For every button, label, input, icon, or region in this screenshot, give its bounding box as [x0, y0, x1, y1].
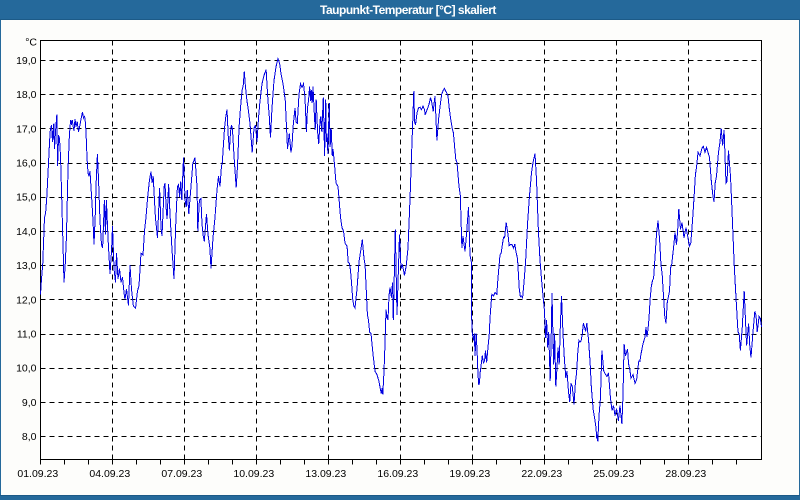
svg-text:16.09.23: 16.09.23: [377, 468, 418, 480]
svg-text:25.09.23: 25.09.23: [593, 468, 634, 480]
svg-text:22.09.23: 22.09.23: [521, 468, 562, 480]
svg-text:°C: °C: [25, 37, 37, 49]
svg-text:14,0: 14,0: [16, 226, 37, 238]
svg-text:19.09.23: 19.09.23: [449, 468, 490, 480]
svg-text:10,0: 10,0: [16, 363, 37, 375]
svg-text:07.09.23: 07.09.23: [161, 468, 202, 480]
svg-text:Taupunkt-Temperatur [°C] skali: Taupunkt-Temperatur [°C] skaliert: [320, 3, 496, 17]
svg-text:11,0: 11,0: [17, 329, 37, 341]
svg-text:10.09.23: 10.09.23: [233, 468, 274, 480]
svg-text:12,0: 12,0: [16, 294, 37, 306]
svg-text:01.09.23: 01.09.23: [17, 468, 58, 480]
svg-text:8,0: 8,0: [22, 431, 37, 443]
svg-text:17,0: 17,0: [16, 123, 37, 135]
svg-text:16,0: 16,0: [16, 158, 37, 170]
svg-text:13.09.23: 13.09.23: [305, 468, 346, 480]
svg-text:04.09.23: 04.09.23: [89, 468, 130, 480]
svg-text:18,0: 18,0: [16, 89, 37, 101]
svg-text:28.09.23: 28.09.23: [665, 468, 706, 480]
svg-text:19,0: 19,0: [16, 55, 37, 67]
svg-text:9,0: 9,0: [22, 397, 37, 409]
svg-text:13,0: 13,0: [16, 260, 37, 272]
svg-text:15,0: 15,0: [16, 192, 37, 204]
